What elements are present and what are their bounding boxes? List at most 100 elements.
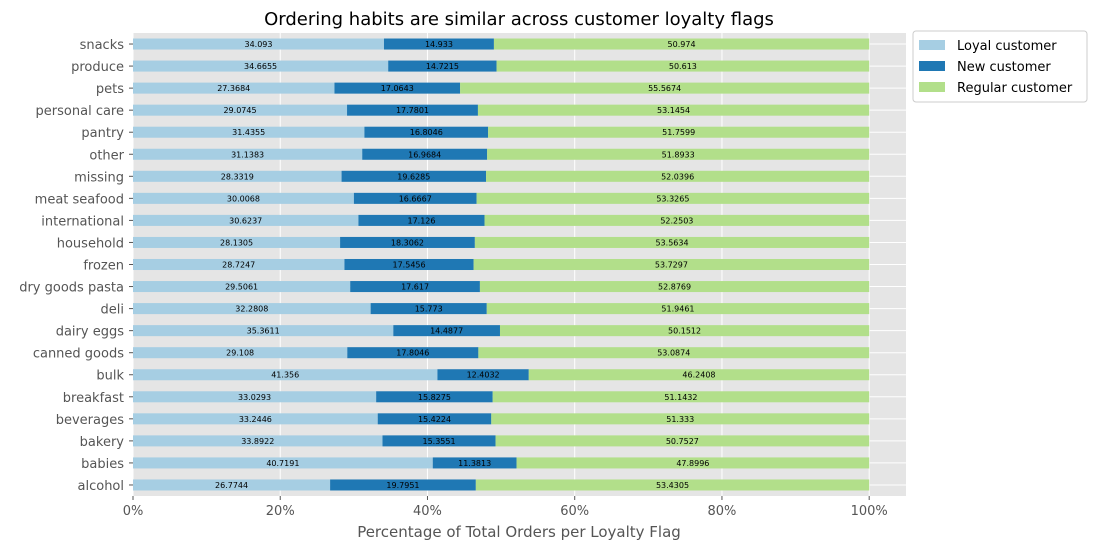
bar-value-label: 51.333 <box>666 415 694 424</box>
bar-segment-regular-customer <box>499 325 870 337</box>
bar-segment-regular-customer <box>460 82 870 94</box>
bar-segment-regular-customer <box>478 347 870 359</box>
bar-segment-loyal-customer <box>133 281 351 293</box>
bar-value-label: 28.1305 <box>220 238 253 247</box>
bar-value-label: 33.2446 <box>239 415 272 424</box>
bar-segment-new-customer <box>393 325 500 337</box>
bar-value-label: 19.7951 <box>386 481 419 490</box>
bar-value-label: 50.974 <box>668 40 696 49</box>
bar-segment-regular-customer <box>473 258 870 271</box>
y-tick-label: missing <box>74 170 124 185</box>
bar-value-label: 41.356 <box>271 371 299 380</box>
data-labels: 26.7744 19.7951 53.4305 40.7191 11.3813 47.89… <box>215 40 716 490</box>
bar-value-label: 52.0396 <box>661 172 694 181</box>
bar-value-label: 51.9461 <box>661 305 694 314</box>
bar-segment-loyal-customer <box>133 60 389 72</box>
bar-value-label: 29.5061 <box>225 283 258 292</box>
bar-segment-regular-customer <box>492 391 870 403</box>
bar-value-label: 34.093 <box>244 40 272 49</box>
bar-value-label: 51.7599 <box>662 128 695 137</box>
legend-label: Loyal customer <box>957 39 1057 54</box>
bar-value-label: 16.9684 <box>408 150 441 159</box>
bar-segment-loyal-customer <box>133 104 348 116</box>
bar-value-label: 17.617 <box>401 283 429 292</box>
bar-value-label: 50.1512 <box>668 327 701 336</box>
bar-segment-loyal-customer <box>133 170 342 182</box>
bar-value-label: 16.6667 <box>399 194 432 203</box>
bars <box>133 38 870 491</box>
bar-segment-regular-customer <box>486 170 870 182</box>
bar-value-label: 35.3611 <box>247 327 280 336</box>
y-tick-label: babies <box>81 457 124 472</box>
bar-value-label: 40.7191 <box>266 459 299 468</box>
bar-segment-regular-customer <box>474 236 870 248</box>
bar-segment-regular-customer <box>493 38 870 50</box>
x-tick-label: 20% <box>266 504 295 519</box>
bar-value-label: 28.3319 <box>221 172 254 181</box>
x-tick-label: 80% <box>707 504 736 519</box>
y-tick-label: international <box>41 214 124 229</box>
bar-segment-loyal-customer <box>133 258 345 271</box>
bar-value-label: 26.7744 <box>215 481 248 490</box>
bar-segment-loyal-customer <box>133 303 371 315</box>
bar-value-label: 29.0745 <box>223 106 256 115</box>
bar-value-label: 19.6285 <box>397 172 430 181</box>
bar-segment-loyal-customer <box>133 347 348 359</box>
y-axis: alcohol babies bakery beverages breakfast bul… <box>19 38 133 494</box>
bar-segment-regular-customer <box>476 192 870 204</box>
bar-value-label: 53.0874 <box>657 349 690 358</box>
y-tick-label: beverages <box>56 413 125 428</box>
bar-value-label: 29.108 <box>226 349 254 358</box>
bar-segment-new-customer <box>347 347 479 359</box>
x-axis: 0% 20% 40% 60% 80% 100% <box>123 496 888 519</box>
x-tick-label: 0% <box>123 504 144 519</box>
y-tick-label: pets <box>96 82 124 97</box>
bar-segment-regular-customer <box>516 457 870 469</box>
y-tick-label: breakfast <box>63 391 124 406</box>
bar-value-label: 53.1454 <box>657 106 690 115</box>
y-tick-label: frozen <box>83 259 124 274</box>
bar-value-label: 52.2503 <box>660 216 693 225</box>
bar-segment-regular-customer <box>484 214 870 226</box>
bar-segment-regular-customer <box>488 126 870 138</box>
bar-segment-new-customer <box>370 303 487 315</box>
bar-value-label: 32.2808 <box>235 305 268 314</box>
bar-segment-new-customer <box>334 82 461 94</box>
bar-value-label: 17.8046 <box>396 349 429 358</box>
x-axis-label: Percentage of Total Orders per Loyalty F… <box>357 523 681 541</box>
chart-title: Ordering habits are similar across custo… <box>264 9 774 30</box>
bar-segment-new-customer <box>383 38 494 50</box>
bar-segment-new-customer <box>432 457 517 469</box>
bar-segment-regular-customer <box>491 413 870 425</box>
bar-segment-regular-customer <box>486 303 870 315</box>
bar-segment-new-customer <box>340 236 475 248</box>
legend-swatch <box>919 82 945 92</box>
bar-segment-regular-customer <box>487 148 870 160</box>
bar-segment-regular-customer <box>496 60 870 72</box>
bar-segment-new-customer <box>437 369 529 381</box>
y-tick-label: bakery <box>80 435 125 450</box>
x-tick-label: 100% <box>851 504 888 519</box>
bar-value-label: 17.7801 <box>396 106 429 115</box>
bar-segment-loyal-customer <box>133 236 341 248</box>
bar-segment-loyal-customer <box>133 479 331 491</box>
bar-value-label: 55.5674 <box>648 84 681 93</box>
bar-value-label: 31.4355 <box>232 128 265 137</box>
bar-value-label: 50.613 <box>669 62 697 71</box>
y-tick-label: other <box>89 148 124 163</box>
x-tick-label: 60% <box>560 504 589 519</box>
bar-value-label: 33.8922 <box>241 437 274 446</box>
bar-value-label: 52.8769 <box>658 283 691 292</box>
y-tick-label: meat seafood <box>35 192 124 207</box>
bar-value-label: 14.933 <box>425 40 453 49</box>
bar-segment-new-customer <box>382 435 496 447</box>
bar-value-label: 11.3813 <box>458 459 491 468</box>
bar-segment-loyal-customer <box>133 148 363 160</box>
bar-value-label: 53.3265 <box>656 194 689 203</box>
bar-segment-new-customer <box>330 479 476 491</box>
bar-segment-new-customer <box>388 60 497 72</box>
bar-segment-regular-customer <box>479 281 870 293</box>
bar-segment-new-customer <box>341 170 487 182</box>
